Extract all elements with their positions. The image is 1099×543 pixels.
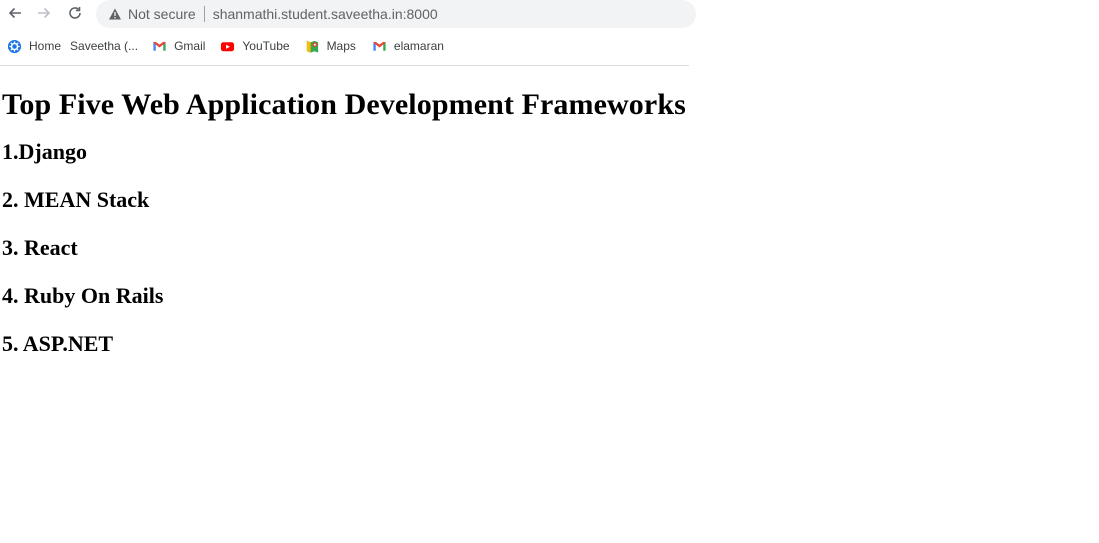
bookmarks-bar: Home Saveetha (... Gmail YouTube Maps: [0, 34, 449, 58]
address-bar[interactable]: Not secure shanmathi.student.saveetha.in…: [96, 0, 696, 28]
youtube-icon: [220, 39, 235, 54]
framework-item: 3. React: [2, 235, 78, 260]
bookmark-youtube[interactable]: YouTube: [210, 35, 294, 57]
browser-chrome: Not secure shanmathi.student.saveetha.in…: [0, 0, 696, 66]
settings-icon: [7, 39, 22, 54]
maps-icon: [305, 39, 320, 54]
arrow-right-icon: [36, 5, 52, 26]
framework-item: 1.Django: [2, 139, 87, 164]
arrow-left-icon: [7, 5, 23, 26]
bookmark-label: elamaran: [393, 39, 444, 53]
url-text[interactable]: shanmathi.student.saveetha.in:8000: [212, 6, 438, 22]
bookmark-saveetha[interactable]: Saveetha (...: [66, 35, 143, 57]
security-label[interactable]: Not secure: [128, 6, 196, 22]
bookmark-maps[interactable]: Maps: [295, 35, 361, 57]
bookmark-label: Gmail: [174, 39, 206, 53]
bookmark-label: Home: [29, 39, 62, 53]
address-separator: [203, 6, 205, 22]
bookmark-label: Maps: [326, 39, 356, 53]
bookmark-label: YouTube: [242, 39, 290, 53]
reload-button[interactable]: [63, 3, 87, 27]
back-button[interactable]: [3, 3, 27, 27]
bookmark-gmail[interactable]: Gmail: [143, 35, 210, 57]
framework-item: 5. ASP.NET: [2, 331, 114, 356]
frameworks-list: 1.Django 2. MEAN Stack 3. React 4. Ruby …: [2, 139, 686, 357]
browser-toolbar: Not secure shanmathi.student.saveetha.in…: [0, 0, 696, 30]
warning-triangle-icon[interactable]: [108, 7, 122, 21]
forward-button[interactable]: [32, 3, 56, 27]
framework-item: 4. Ruby On Rails: [2, 283, 164, 308]
reload-icon: [67, 5, 83, 26]
gmail-icon: [152, 39, 167, 54]
framework-item: 2. MEAN Stack: [2, 187, 150, 212]
bookmark-label: Saveetha (...: [70, 39, 139, 53]
page-title: Top Five Web Application Development Fra…: [2, 88, 686, 121]
bookmark-elamaran[interactable]: elamaran: [361, 35, 449, 57]
page-content: Top Five Web Application Development Fra…: [2, 66, 686, 357]
bookmark-home[interactable]: Home: [0, 35, 66, 57]
gmail-icon: [372, 39, 387, 54]
